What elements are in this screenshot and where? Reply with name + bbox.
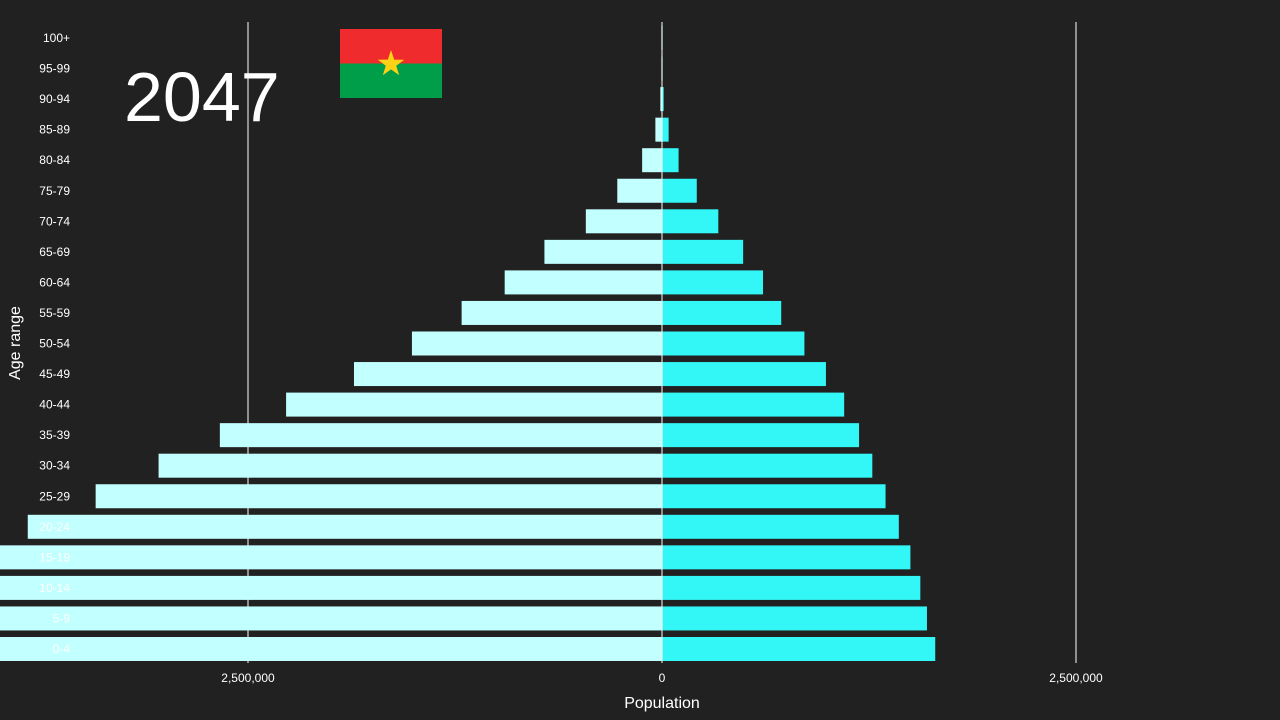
x-tick-label: 2,500,000 <box>221 671 275 685</box>
bar-right-10-14 <box>662 575 921 600</box>
flag-star-icon <box>377 50 405 76</box>
bar-left-80-84 <box>642 148 662 173</box>
bar-left-50-54 <box>411 331 662 356</box>
bar-left-40-44 <box>286 392 662 417</box>
y-tick-label: 65-69 <box>39 245 70 259</box>
bar-left-25-29 <box>95 484 662 509</box>
year-label: 2047 <box>124 58 280 136</box>
x-tick-label: 2,500,000 <box>1049 671 1103 685</box>
bar-right-0-4 <box>662 637 936 661</box>
bar-left-60-64 <box>504 270 662 295</box>
bar-right-30-34 <box>662 453 873 478</box>
bar-right-15-19 <box>662 545 911 570</box>
y-tick-label: 10-14 <box>39 581 70 595</box>
y-tick-label: 45-49 <box>39 367 70 381</box>
y-tick-label: 50-54 <box>39 337 70 351</box>
bar-left-70-74 <box>585 209 662 234</box>
bar-left-30-34 <box>158 453 663 478</box>
bar-left-20-24 <box>27 514 662 539</box>
y-tick-label: 90-94 <box>39 92 70 106</box>
y-tick-label: 85-89 <box>39 123 70 137</box>
bars <box>0 26 936 663</box>
bar-left-75-79 <box>617 178 662 203</box>
y-tick-label: 25-29 <box>39 489 70 503</box>
bar-right-45-49 <box>662 362 826 387</box>
y-tick-label: 60-64 <box>39 275 70 289</box>
y-tick-label: 0-4 <box>53 642 71 656</box>
burkina-faso-flag-icon <box>340 29 442 98</box>
y-tick-label: 80-84 <box>39 153 70 167</box>
y-tick-label: 5-9 <box>53 611 71 625</box>
y-tick-label: 40-44 <box>39 398 70 412</box>
y-tick-label: 70-74 <box>39 214 70 228</box>
x-tick-label: 0 <box>659 671 666 685</box>
bar-left-65-69 <box>544 239 662 264</box>
bar-right-70-74 <box>662 209 719 234</box>
y-tick-label: 35-39 <box>39 428 70 442</box>
bar-right-20-24 <box>662 514 899 539</box>
bar-left-15-19 <box>0 545 662 570</box>
bar-left-55-59 <box>461 300 662 325</box>
bar-right-25-29 <box>662 484 886 509</box>
bar-right-50-54 <box>662 331 805 356</box>
bar-left-90-94 <box>660 87 662 112</box>
bar-right-90-94 <box>662 87 664 112</box>
bar-right-40-44 <box>662 392 845 417</box>
bar-right-65-69 <box>662 239 744 264</box>
bar-right-35-39 <box>662 423 860 448</box>
y-tick-label: 75-79 <box>39 184 70 198</box>
bar-left-35-39 <box>219 423 662 448</box>
y-axis-title: Age range <box>7 306 24 380</box>
bar-right-5-9 <box>662 606 927 631</box>
bar-left-0-4 <box>0 637 663 661</box>
bar-right-85-89 <box>662 117 669 142</box>
bar-left-85-89 <box>655 117 662 142</box>
y-tick-label: 100+ <box>43 31 70 45</box>
bar-right-60-64 <box>662 270 764 295</box>
y-tick-label: 20-24 <box>39 520 70 534</box>
bar-left-5-9 <box>0 606 663 631</box>
y-tick-labels: 0-4 5-9 10-14 15-19 20-24 25-29 30-34 35-39 40-4… <box>39 31 70 656</box>
y-tick-label: 95-99 <box>39 62 70 76</box>
y-tick-label: 15-19 <box>39 550 70 564</box>
bar-right-75-79 <box>662 178 697 203</box>
bar-left-45-49 <box>353 362 662 387</box>
bar-right-80-84 <box>662 148 679 173</box>
bar-right-55-59 <box>662 300 782 325</box>
y-tick-label: 30-34 <box>39 459 70 473</box>
y-tick-label: 55-59 <box>39 306 70 320</box>
bar-left-10-14 <box>0 575 663 600</box>
x-axis-title: Population <box>624 695 700 712</box>
